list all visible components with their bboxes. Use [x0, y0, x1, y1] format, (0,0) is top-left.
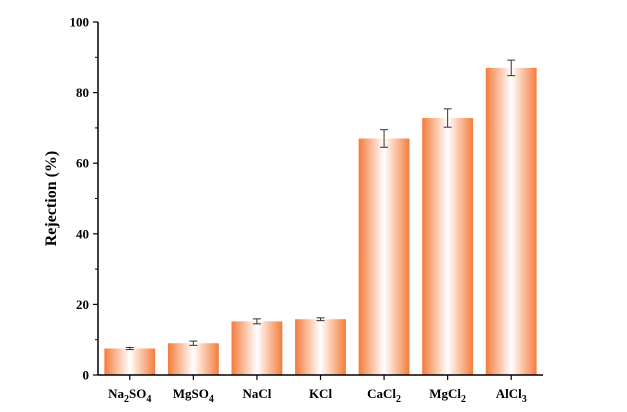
bar-AlCl3 — [485, 67, 537, 375]
y-tick-label-0: 0 — [83, 368, 90, 383]
y-tick-label-40: 40 — [76, 226, 89, 241]
x-tick-label-KCl: KCl — [309, 386, 333, 401]
error-bars-group — [125, 59, 516, 351]
x-tick-label-NaCl: NaCl — [242, 386, 271, 401]
x-tick-label-MgSO4: MgSO4 — [173, 386, 214, 405]
axes-group — [93, 21, 543, 380]
bar-NaCl — [231, 321, 283, 375]
bar-MgSO4 — [167, 343, 219, 375]
bar-KCl — [295, 319, 346, 375]
y-tick-label-100: 100 — [70, 15, 90, 30]
x-tick-label-AlCl3: AlCl3 — [496, 386, 527, 405]
bar-Na2SO4 — [104, 348, 156, 375]
y-tick-label-20: 20 — [76, 297, 89, 312]
labels-group: 0 20 40 60 80 100 Na2SO4 MgSO4 NaCl KCl CaCl2 MgCl2… — [43, 15, 527, 406]
bars-group — [104, 67, 537, 376]
x-tick-label-CaCl2: CaCl2 — [367, 386, 401, 405]
bar-CaCl2 — [358, 138, 410, 375]
y-tick-label-80: 80 — [76, 85, 89, 100]
x-tick-label-Na2SO4: Na2SO4 — [108, 386, 151, 405]
x-tick-label-MgCl2: MgCl2 — [429, 386, 466, 405]
bar-MgCl2 — [422, 118, 474, 376]
y-tick-label-60: 60 — [76, 156, 89, 171]
y-axis-title: Rejection (%) — [43, 151, 60, 247]
